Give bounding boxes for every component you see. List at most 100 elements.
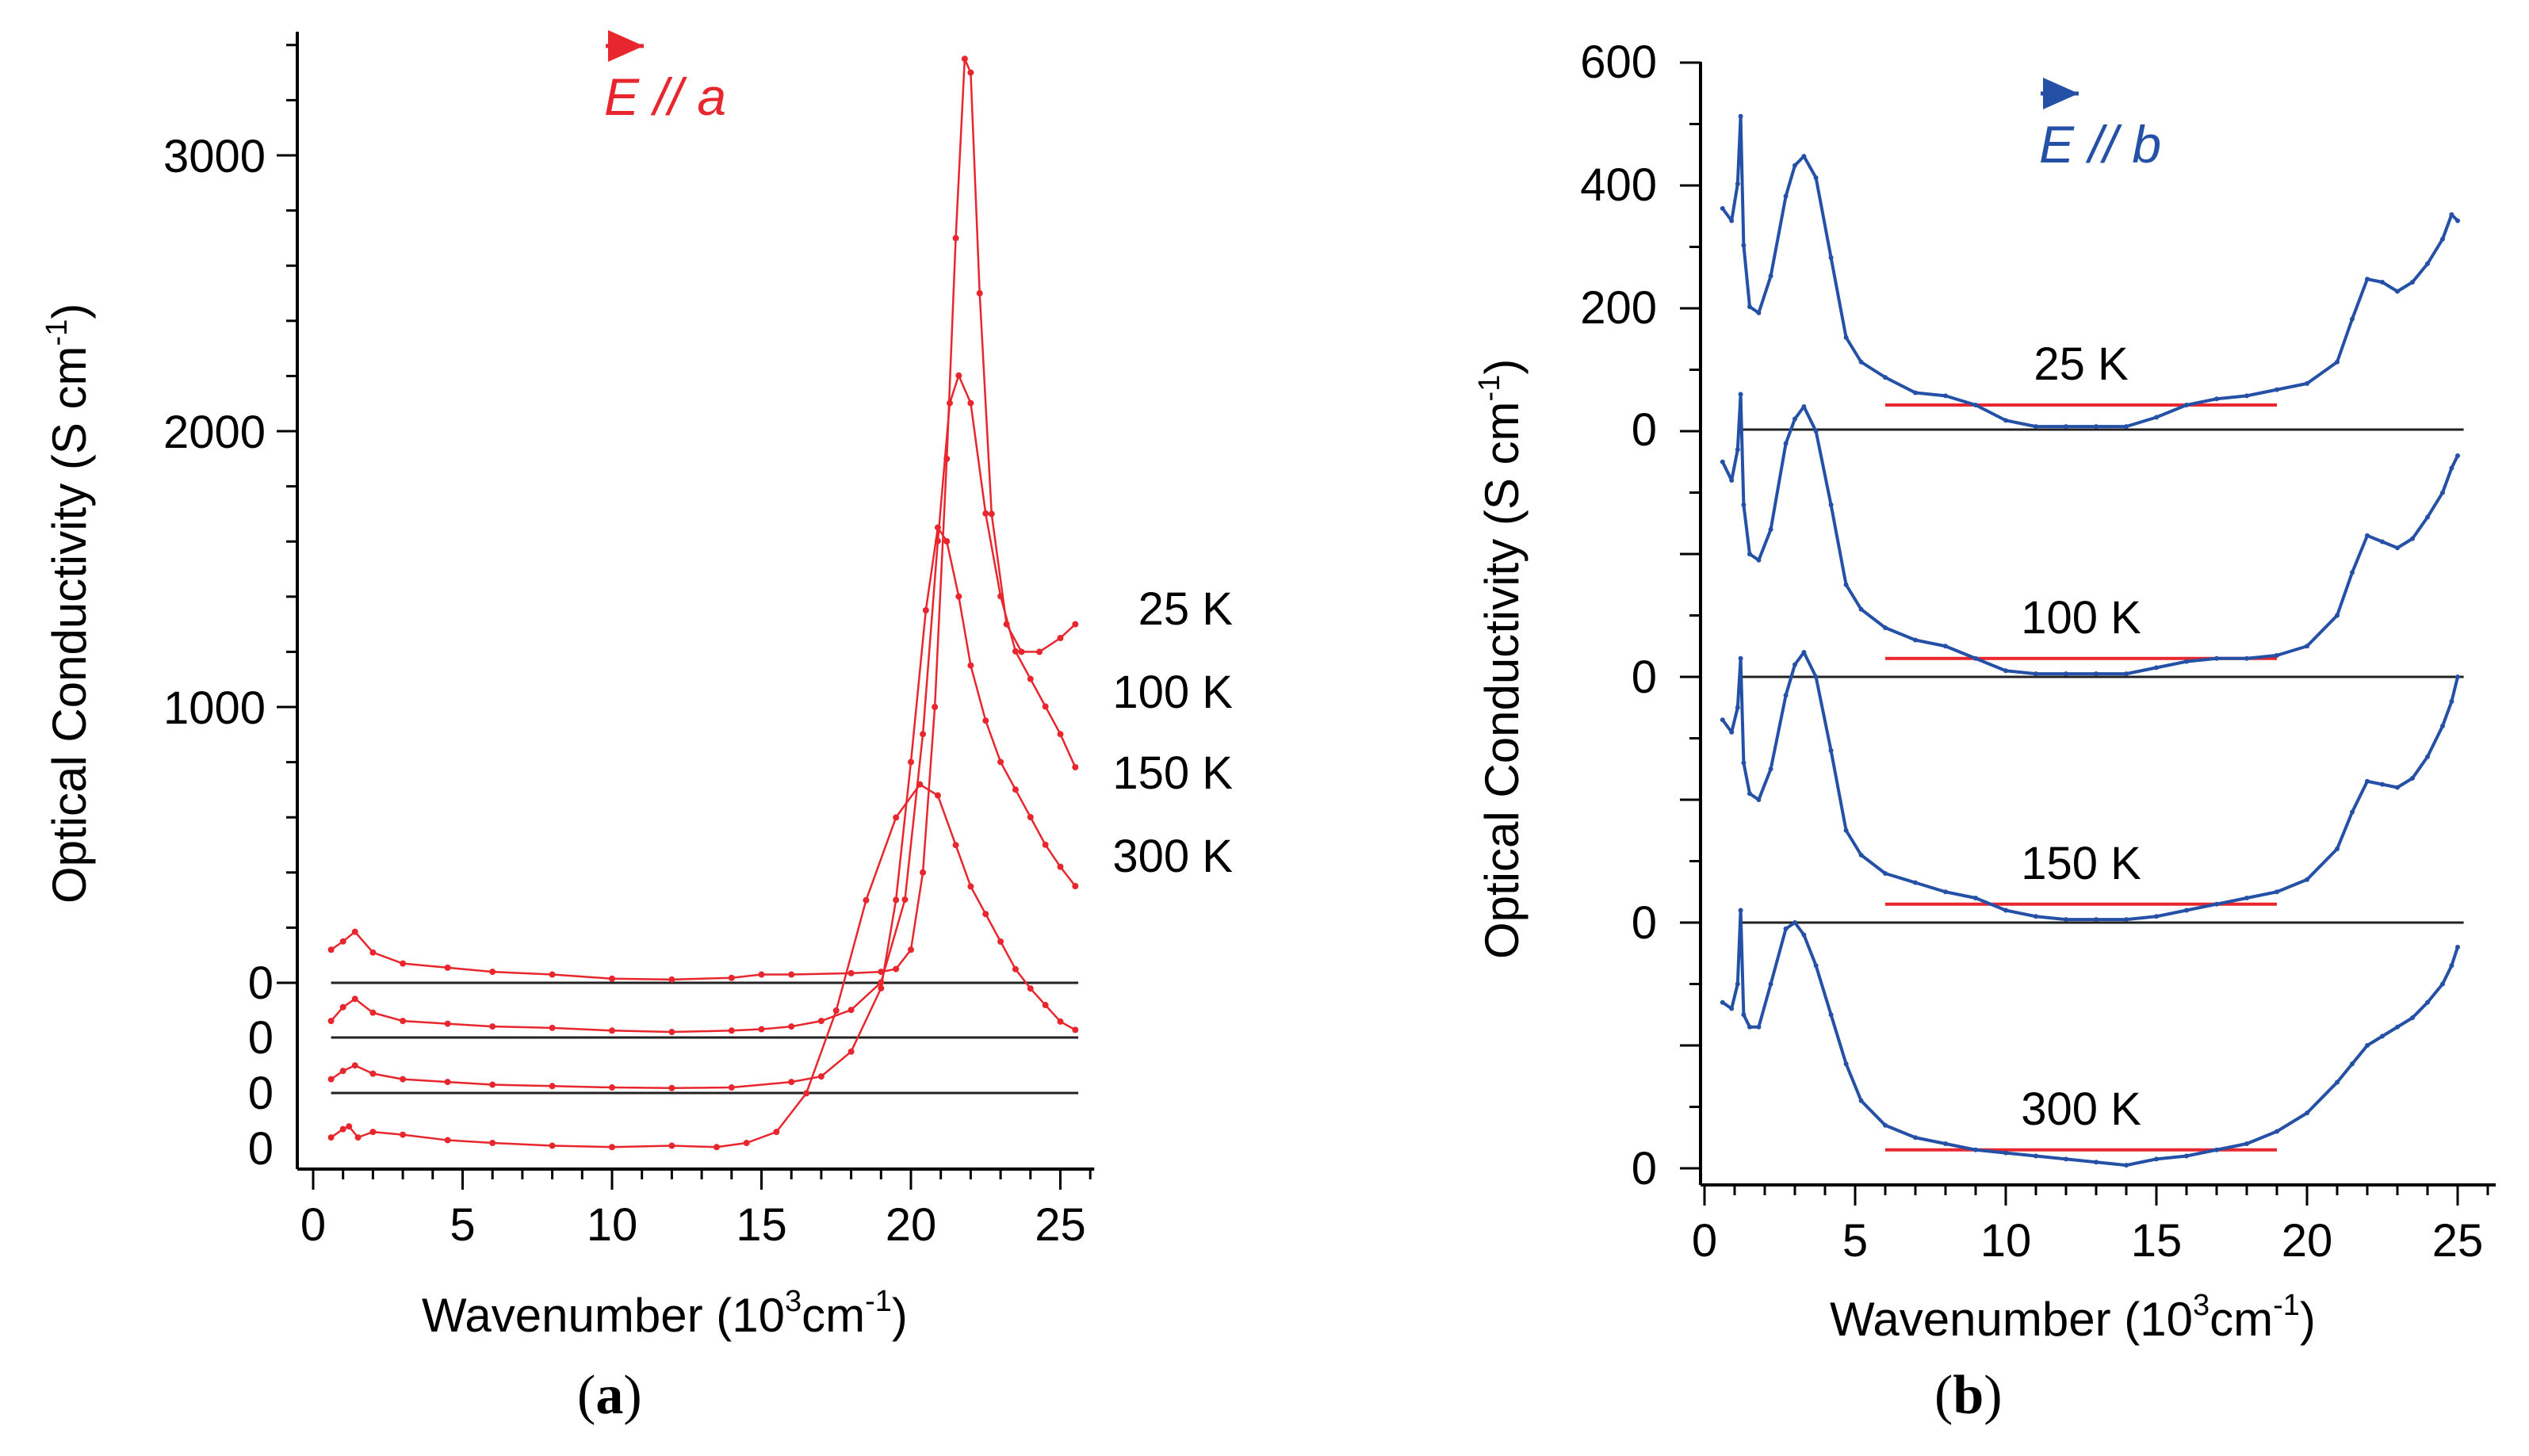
panel-b-data-point	[1828, 748, 1834, 753]
panel-b-data-point	[2214, 1147, 2219, 1152]
panel-a-y-tick-label: 3000	[163, 131, 266, 182]
panel-b-data-point	[2094, 1160, 2099, 1165]
panel-b-data-point	[1741, 503, 1747, 507]
panel-b-data-point	[2410, 775, 2415, 781]
panel-b-data-point	[1729, 729, 1735, 735]
panel-b-data-point	[2305, 644, 2309, 649]
panel-a-data-point	[847, 969, 855, 976]
panel-a-data-point	[1012, 965, 1019, 973]
panel-a-data-point	[947, 399, 954, 407]
panel-b-data-point	[2449, 699, 2454, 704]
panel-a-series-line	[330, 58, 1077, 981]
panel-a-data-point	[934, 524, 941, 531]
panel-a-data-point	[609, 975, 615, 982]
panel-b-data-point	[1768, 981, 1773, 987]
panel-b-data-point	[1783, 926, 1789, 931]
panel-b-zero-tick-label: 0	[1632, 1143, 1657, 1194]
panel-b-data-point	[2350, 316, 2355, 322]
panel-b-data-point	[2184, 1153, 2189, 1159]
panel-b-data-point	[1738, 392, 1743, 397]
panel-a-data-point	[444, 964, 451, 971]
panel-a-data-point	[955, 593, 962, 600]
panel-b-data-point	[1792, 920, 1797, 925]
panel-a-zero-tick-label: 0	[248, 1068, 274, 1119]
panel-b-data-point	[2034, 1153, 2038, 1159]
panel-b-axes	[1680, 61, 2496, 1206]
panel-b-data-point	[1828, 255, 1834, 260]
panel-b-data-point	[2094, 671, 2099, 677]
panel-a-data-point	[758, 1026, 765, 1033]
panel-b-data-point	[1883, 625, 1888, 630]
panel-b-data-point	[2094, 917, 2099, 923]
panel-b-data-point	[1747, 1024, 1752, 1030]
panel-b-data-point	[2425, 514, 2430, 520]
panel-a-x-tick-label: 0	[300, 1199, 326, 1251]
panel-b-series-label: 25 K	[2034, 338, 2129, 390]
panel-a-data-point	[351, 1062, 358, 1069]
panel-a-data-point	[967, 883, 974, 890]
panel-a-data-point	[934, 792, 941, 799]
panel-a-data-point	[339, 938, 346, 945]
panel-b-x-axis-title: Wavenumber (103cm-1)	[1830, 1289, 2316, 1346]
panel-a-data-point	[952, 235, 959, 242]
panel-a-data-point	[1057, 731, 1064, 738]
panel-b-data-point	[2440, 236, 2445, 242]
panel-a-data-point	[1012, 786, 1019, 793]
panel-b-baselines	[1740, 428, 2464, 924]
panel-a-data-point	[1042, 703, 1049, 710]
panel-a-data-point	[1042, 841, 1049, 848]
panel-b-data-point	[2244, 655, 2249, 661]
panel-a-data-point	[339, 1003, 346, 1011]
panel-b-data-point	[2365, 277, 2370, 282]
panel-b-data-point	[1858, 852, 1864, 858]
panel-b-data-point	[1741, 1012, 1747, 1018]
panel-a-data-point	[997, 759, 1004, 766]
panel-b-data-point	[1813, 963, 1819, 969]
panel-a-series-label: 100 K	[1112, 667, 1233, 718]
panel-b-data-point	[1735, 182, 1740, 186]
panel-a-data-point	[369, 949, 377, 956]
panel-a-data-point	[400, 960, 407, 967]
panel-a-series-line	[330, 373, 1077, 1034]
panel-a-data-point	[444, 1020, 451, 1027]
panel-b-data-point	[2380, 782, 2385, 787]
panel-a-data-point	[988, 510, 995, 518]
panel-b-data-point	[2410, 536, 2415, 541]
panel-a-data-point	[920, 731, 927, 738]
panel-b-data-point	[2154, 415, 2159, 420]
panel-b-guide-lines	[1885, 403, 2277, 1152]
panel-a-data-point	[901, 896, 909, 903]
panel-b-data-point	[2380, 539, 2385, 545]
panel-a-data-point	[549, 1142, 556, 1149]
panel-b-data-point	[2380, 280, 2385, 285]
panel-a-data-point	[803, 1090, 810, 1097]
panel-a-y-axis-title: Optical Conductivity (S cm-1)	[40, 304, 96, 904]
panel-a-data-point	[489, 1140, 496, 1147]
panel-a-data-point	[982, 911, 989, 918]
panel-b-data-point	[1720, 459, 1725, 464]
panel-b-data-point	[2395, 289, 2400, 294]
panel-b-series-line	[1721, 908, 2459, 1167]
panel-a-data-point	[346, 1123, 353, 1130]
panel-b-data-point	[2275, 652, 2279, 658]
panel-b-data-point	[1858, 606, 1864, 612]
panel-b-data-point	[1738, 113, 1743, 119]
panel-a-zero-tick-label: 0	[248, 1012, 274, 1064]
panel-b-data-point	[2305, 1110, 2309, 1116]
panel-a-data-point	[1057, 1018, 1064, 1025]
panel-b-x-tick-label: 0	[1692, 1215, 1717, 1267]
panel-b-y-tick-label: 600	[1580, 36, 1657, 88]
panel-b-data-point	[1783, 193, 1789, 199]
panel-b-data-point	[2395, 1024, 2400, 1030]
panel-a-data-point	[1027, 675, 1034, 682]
panel-a-x-tick-label: 5	[450, 1199, 475, 1251]
panel-a-y-tick-label: 2000	[163, 407, 266, 458]
panel-a-data-point	[1027, 985, 1034, 992]
panel-a-zero-tick-label: 0	[248, 957, 274, 1009]
panel-a-data-point	[908, 946, 914, 953]
panel-a-data-point	[369, 1129, 377, 1136]
panel-b-data-point	[1973, 896, 1978, 900]
